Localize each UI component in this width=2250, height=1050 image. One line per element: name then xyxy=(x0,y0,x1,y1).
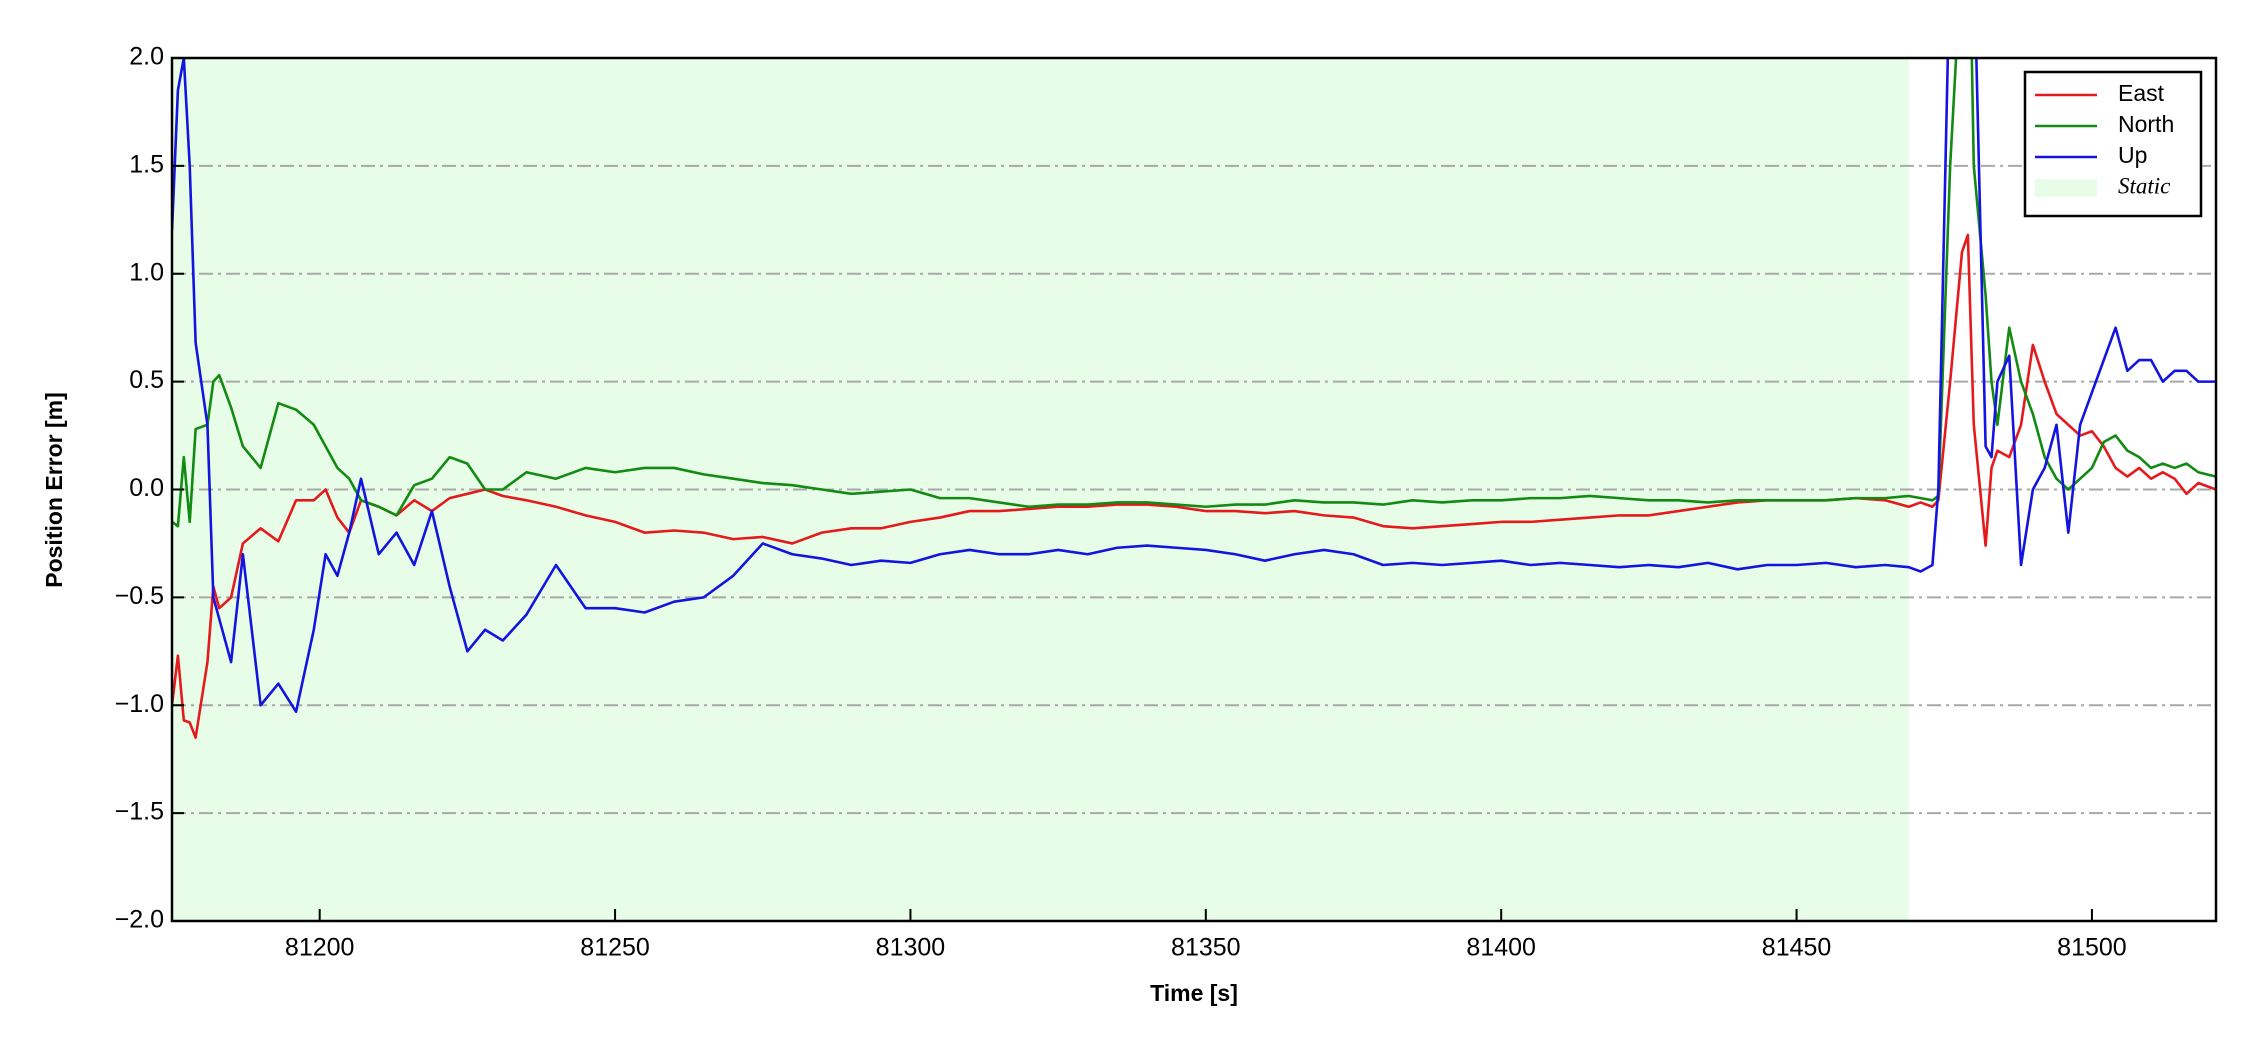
series-line xyxy=(172,58,2216,528)
x-axis-label: Time [s] xyxy=(1150,980,1238,1006)
y-tick-label: −1.5 xyxy=(115,798,164,826)
x-tick-label: 81350 xyxy=(1171,934,1241,962)
series-line xyxy=(172,58,2216,714)
y-tick-label: −2.0 xyxy=(115,906,164,934)
legend-swatch xyxy=(2035,179,2097,197)
x-tick-label: 81250 xyxy=(580,934,650,962)
y-tick-label: 1.0 xyxy=(129,258,164,286)
y-tick-label: −0.5 xyxy=(115,582,164,610)
series-line xyxy=(172,233,2216,739)
legend: East North Up Static xyxy=(2023,70,2203,218)
y-tick-label: 2.0 xyxy=(129,43,164,71)
x-tick-label: 81500 xyxy=(2057,934,2127,962)
x-tick-label: 81300 xyxy=(876,934,946,962)
y-tick-label: 1.5 xyxy=(129,150,164,178)
x-tick-label: 81450 xyxy=(1762,934,1832,962)
x-tick-label: 81400 xyxy=(1466,934,1536,962)
x-tick-label: 81200 xyxy=(285,934,355,962)
y-axis-label: Position Error [m] xyxy=(41,392,67,588)
y-tick-label: −1.0 xyxy=(115,690,164,718)
y-tick-label: 0.5 xyxy=(129,366,164,394)
line-layer xyxy=(172,58,2216,739)
legend-label: Up xyxy=(2118,142,2147,168)
legend-label: East xyxy=(2118,80,2165,106)
legend-label: Static xyxy=(2118,173,2170,198)
y-tick-label: 0.0 xyxy=(129,474,164,502)
axes-layer: −2.0 −1.5 −1.0 −0.5 0.0 0.5 1.0 1.5 2.0 81200 8125… xyxy=(115,43,2127,962)
legend-label: North xyxy=(2118,111,2174,137)
